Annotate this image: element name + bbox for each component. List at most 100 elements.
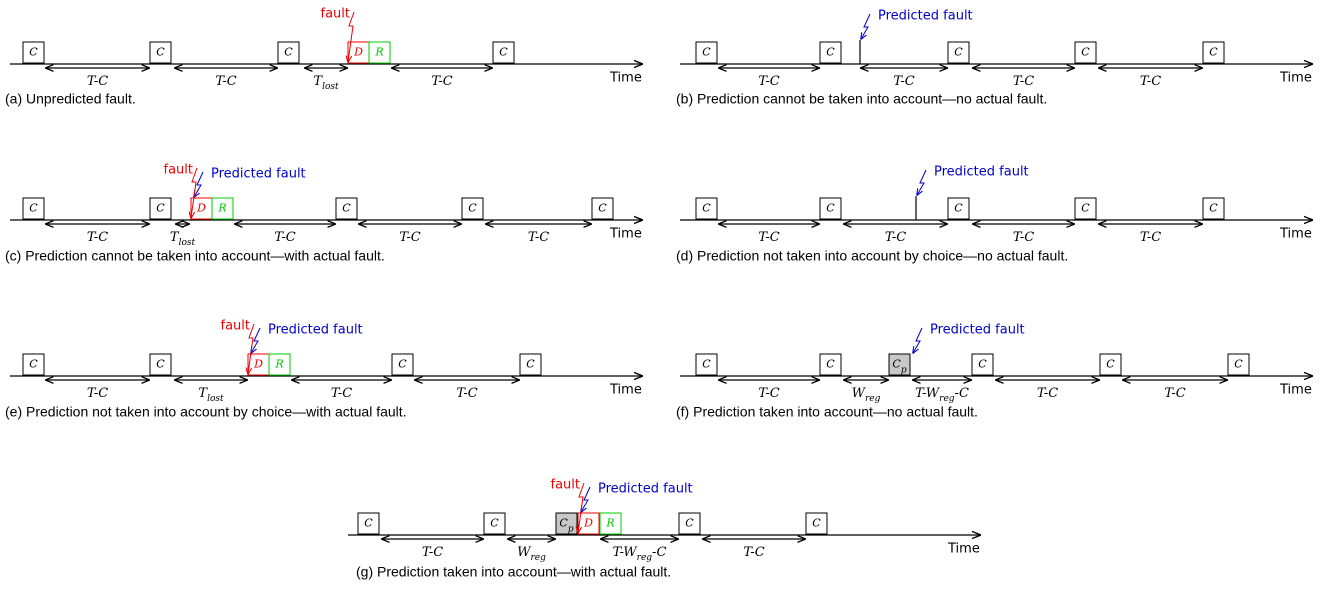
interval-label: T-C [885,230,906,245]
prediction-bolt [913,327,923,353]
caption: (b) Prediction cannot be taken into acco… [676,91,1047,107]
interval-label: T-C [528,230,549,245]
interval-label: T-C [758,386,779,401]
subscript: p [568,524,574,534]
checkpoint-box [888,353,911,376]
label-part: R [374,46,383,59]
box-label: Cp [892,358,906,376]
label-part: W [852,386,867,401]
fault-bolt [191,167,198,218]
checkpoint-box [577,512,600,535]
interval-label: Tlost [198,386,224,404]
predicted-fault-label: Predicted fault [211,167,306,182]
time-label: Time [947,542,980,557]
label-part: T-C [758,230,779,245]
label-part: T-C [215,74,236,89]
label-part: T-C [431,74,452,89]
box-label: C [490,517,499,530]
checkpoint-box [211,197,234,220]
checkpoint-box [22,197,45,220]
label-part: C [702,202,711,215]
label-part: T-C [456,386,477,401]
box-label: C [499,46,508,59]
fault-label: fault [551,478,581,493]
label-part: C [156,358,165,371]
label-part: C [526,358,535,371]
checkpoint-box [483,512,506,535]
label-part: C [559,517,568,530]
box-label: C [826,202,835,215]
box-label: R [217,202,226,215]
box-label: C [156,202,165,215]
checkpoint-box [368,41,391,64]
fault-label: fault [221,319,251,334]
checkpoint-box [335,197,358,220]
label-part: C [1106,358,1115,371]
label-part: C [398,358,407,371]
label-part: C [284,46,293,59]
label-part: C [954,202,963,215]
label-part: C [29,202,38,215]
checkpoint-box [971,353,994,376]
label-part: T-C [885,230,906,245]
checkpoint-box [149,197,172,220]
checkpoint-box [599,512,622,535]
box-label: D [583,517,593,530]
label-part: C [826,202,835,215]
checkpoint-box [391,353,414,376]
checkpoint-box [819,197,842,220]
label-part: C [1081,202,1090,215]
label-part: T-C [1140,230,1161,245]
interval-label: T-C [893,74,914,89]
checkpoint-box [695,41,718,64]
interval-label: T-C [399,230,420,245]
interval-label: T-C [758,230,779,245]
label-part: C [29,46,38,59]
label-part: T-W [613,545,639,560]
box-label: C [342,202,351,215]
box-label: C [826,358,835,371]
fault-bolt [578,482,585,533]
time-label: Time [1279,71,1312,86]
caption: (f) Prediction taken into account—no act… [676,404,978,420]
interval-label: T-Wreg-C [613,545,667,563]
label-part: D [253,358,263,371]
interval-label: T-C [456,386,477,401]
checkpoint-box [805,512,828,535]
subscript: reg [530,553,546,563]
box-label: C [29,46,38,59]
label-part: C [954,46,963,59]
checkpoint-box [461,197,484,220]
label-part: T-C [1013,74,1034,89]
prediction-bolt [251,327,261,353]
label-part: T-C [758,386,779,401]
interval-label: Tlost [170,230,196,248]
checkpoint-box [492,41,515,64]
subscript: p [901,365,907,375]
label-part: T-C [87,230,108,245]
predicted-fault-label: Predicted fault [930,323,1025,338]
label-part: T-C [422,545,443,560]
label-part: R [217,202,226,215]
label-part: T-C [87,74,108,89]
fault-label: fault [164,163,194,178]
label-part: C [702,46,711,59]
label-part: C [490,517,499,530]
time-label: Time [609,227,642,242]
subscript: lost [207,394,224,404]
label-part: C [156,46,165,59]
interval-label: T-Wreg-C [915,386,969,404]
subscript: lost [179,238,196,248]
box-label: C [826,46,835,59]
checkpoint-box [1227,353,1250,376]
box-label: D [353,46,363,59]
label-part: C [499,46,508,59]
label-part: D [353,46,363,59]
caption: (a) Unpredicted fault. [5,91,136,107]
label-part: C [468,202,477,215]
box-label: R [274,358,283,371]
box-label: C [954,202,963,215]
label-part: C [598,202,607,215]
label-part: C [812,517,821,530]
checkpoint-box [519,353,542,376]
